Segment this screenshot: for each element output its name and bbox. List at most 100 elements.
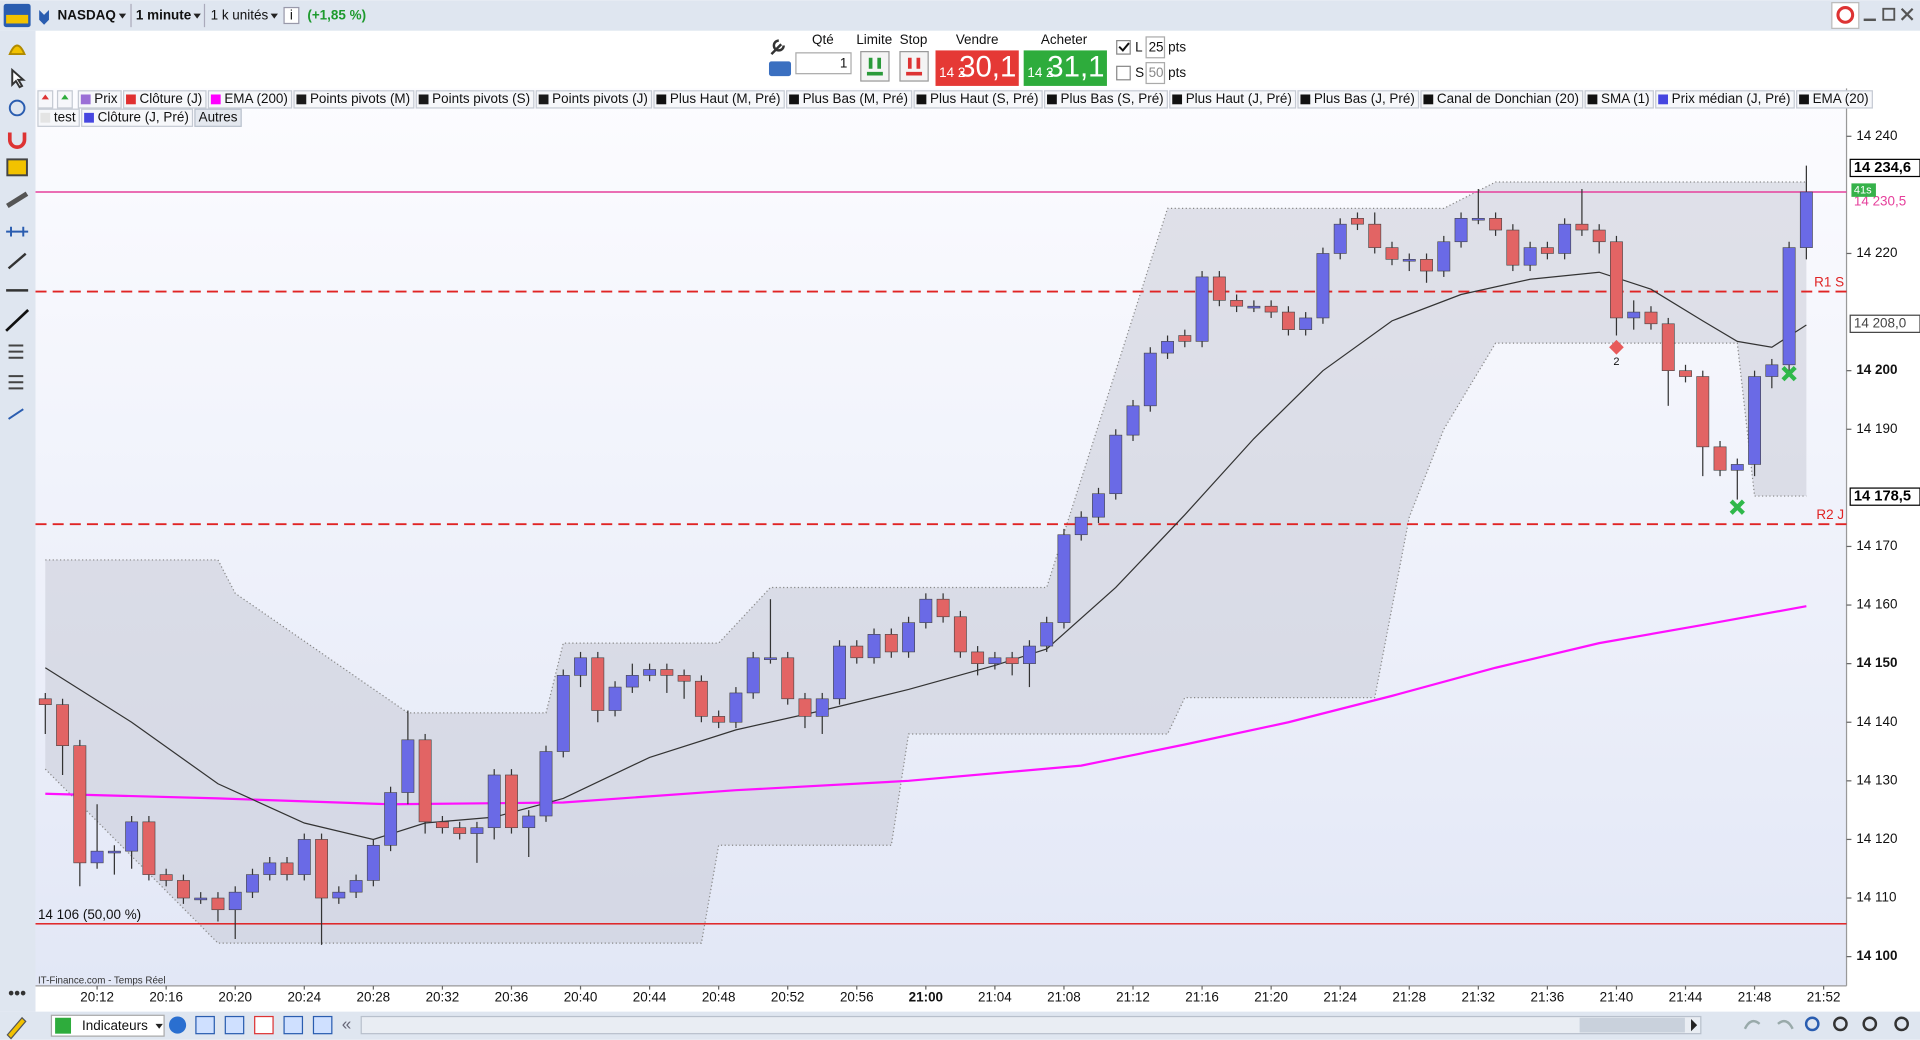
instrument[interactable]: NASDAQ xyxy=(58,8,116,23)
scrollbar[interactable] xyxy=(360,1015,1702,1035)
scroll-thumb[interactable] xyxy=(1579,1017,1685,1033)
limit-button[interactable] xyxy=(860,51,890,82)
draw-icon[interactable] xyxy=(6,1016,27,1040)
x-tick-label: 20:52 xyxy=(771,990,805,1005)
legend-item[interactable] xyxy=(415,90,535,109)
legend-item[interactable] xyxy=(1796,90,1873,109)
legend-item[interactable] xyxy=(293,90,415,109)
info-icon[interactable] xyxy=(283,6,300,25)
comment-icon[interactable] xyxy=(195,1015,215,1035)
segment-tool[interactable] xyxy=(7,252,27,270)
zoom-reset[interactable] xyxy=(1894,1016,1909,1032)
dropdown-arrow[interactable] xyxy=(193,13,201,19)
candle-body xyxy=(1661,323,1675,371)
fib-tool[interactable] xyxy=(8,344,24,359)
legend-swatch xyxy=(1047,94,1057,105)
legend-item[interactable] xyxy=(1297,90,1420,109)
legend-item[interactable] xyxy=(122,90,207,109)
candle-body xyxy=(1765,364,1779,377)
candle-body xyxy=(1212,276,1226,301)
zoom-fit[interactable] xyxy=(1804,1016,1820,1032)
legend-label: Plus Haut (J, Pré) xyxy=(1186,91,1292,106)
stop-button[interactable] xyxy=(899,51,929,82)
buy-prefix: 14 2 xyxy=(1027,65,1053,80)
alert-tool[interactable] xyxy=(8,44,26,56)
share-icon[interactable] xyxy=(168,1016,187,1034)
zoom-out[interactable] xyxy=(1833,1016,1848,1032)
dropdown-arrow[interactable] xyxy=(118,13,127,19)
candle-body xyxy=(505,774,518,829)
candle-body xyxy=(384,792,398,846)
long-checkbox[interactable] xyxy=(1116,40,1131,55)
scroll-left[interactable]: « xyxy=(342,1014,352,1034)
short-pts-input[interactable] xyxy=(1145,62,1166,85)
size[interactable]: 1 k unités xyxy=(211,8,269,23)
line-tool[interactable] xyxy=(5,309,30,332)
hline-tool[interactable] xyxy=(6,226,29,237)
short-checkbox[interactable] xyxy=(1116,65,1131,81)
qty-input[interactable] xyxy=(795,52,852,75)
candle-body xyxy=(470,827,484,834)
channel-tool[interactable] xyxy=(8,408,24,420)
legend-item[interactable] xyxy=(1420,90,1584,109)
settings-icon[interactable] xyxy=(770,39,785,55)
bottom-icons: « xyxy=(168,1014,1909,1035)
legend-item[interactable] xyxy=(1584,90,1654,109)
restore[interactable] xyxy=(1882,7,1896,21)
legend-item[interactable] xyxy=(1655,90,1795,109)
fib-fan-tool[interactable] xyxy=(8,375,24,390)
legend-item[interactable] xyxy=(1043,90,1168,109)
table-icon[interactable] xyxy=(254,1015,274,1035)
candle-body xyxy=(764,657,777,660)
keyboard-icon[interactable] xyxy=(768,61,792,77)
indicators-button[interactable] xyxy=(50,1014,165,1037)
legend-more[interactable]: Autres xyxy=(199,109,238,124)
scroll-right[interactable] xyxy=(1691,1018,1698,1032)
legend-swatch xyxy=(916,94,927,105)
candle-body xyxy=(315,839,328,899)
cycle-tool[interactable] xyxy=(8,99,26,117)
candle-body xyxy=(815,698,829,717)
limit-label: Limite xyxy=(856,32,892,47)
legend-item[interactable] xyxy=(913,90,1043,109)
pointer-tool[interactable] xyxy=(11,67,26,89)
window-icon[interactable] xyxy=(312,1015,333,1035)
list-icon[interactable] xyxy=(224,1015,245,1035)
redo[interactable] xyxy=(1777,1019,1794,1030)
favorite-icon[interactable] xyxy=(39,10,49,25)
legend-item[interactable] xyxy=(535,90,653,109)
legend-item[interactable] xyxy=(653,90,785,109)
candle-body xyxy=(1299,317,1313,330)
legend-item[interactable] xyxy=(81,108,194,127)
magnet-tool[interactable] xyxy=(7,132,27,149)
legend-item[interactable] xyxy=(207,90,293,109)
x-tick-label: 21:48 xyxy=(1738,990,1772,1005)
legend-arrow-glyph xyxy=(41,94,49,100)
legend-swatch xyxy=(538,94,549,105)
dropdown-arrow[interactable] xyxy=(270,13,278,19)
legend-more-box[interactable] xyxy=(194,108,242,127)
more-tools[interactable]: ••• xyxy=(8,983,26,1003)
y-tick-label: 14 170 xyxy=(1856,538,1897,553)
lock-tool[interactable] xyxy=(6,158,28,177)
candle-body xyxy=(73,745,87,864)
left-toolbar xyxy=(0,30,36,1012)
dropdown-arrow[interactable] xyxy=(155,1023,163,1029)
close[interactable] xyxy=(1900,7,1914,21)
candle-body xyxy=(1074,516,1088,536)
ruler-tool[interactable] xyxy=(6,191,29,208)
y-tick-label: 14 190 xyxy=(1856,421,1897,436)
interval[interactable]: 1 minute xyxy=(136,8,192,23)
undo[interactable] xyxy=(1743,1019,1761,1030)
zoom-in[interactable] xyxy=(1862,1016,1878,1032)
long-pts-input[interactable] xyxy=(1145,36,1166,59)
sell-button[interactable] xyxy=(935,50,1019,86)
legend-swatch xyxy=(1658,94,1668,105)
legend-item[interactable] xyxy=(786,90,913,109)
buy-button[interactable] xyxy=(1023,50,1107,86)
long-label: L xyxy=(1135,40,1143,55)
window-icon[interactable] xyxy=(283,1015,304,1035)
candle-body xyxy=(539,751,553,817)
candle-body xyxy=(107,850,121,854)
legend-item[interactable] xyxy=(1169,90,1297,109)
